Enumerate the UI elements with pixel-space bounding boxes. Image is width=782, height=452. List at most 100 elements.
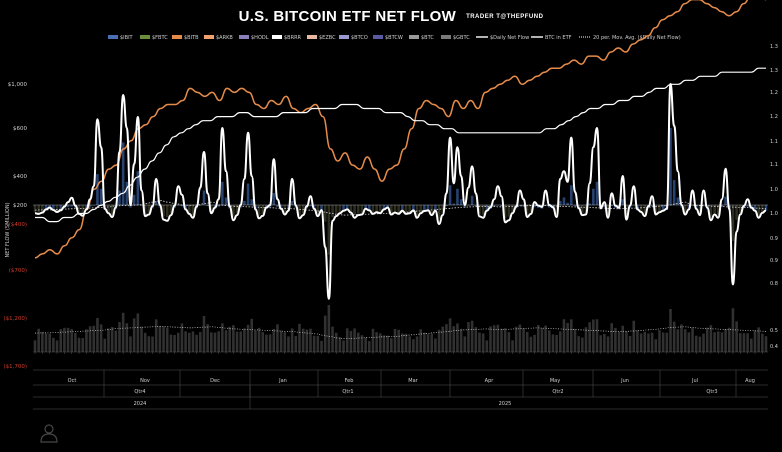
flow-bar <box>581 205 584 214</box>
volume-bar <box>683 329 687 352</box>
flow-bar <box>478 205 481 215</box>
flow-bar <box>143 205 147 215</box>
year-label: 2025 <box>499 401 512 407</box>
flow-bar <box>408 205 411 213</box>
right-tick-label: 1.2 <box>770 90 778 96</box>
legend-item: $BTC <box>409 35 434 41</box>
legend-item: $BTCO <box>339 35 368 41</box>
flow-bar <box>221 181 224 205</box>
volume-bar <box>143 332 147 352</box>
volume-bar <box>614 327 617 352</box>
flow-bar <box>206 205 209 207</box>
legend-swatch <box>441 35 451 39</box>
volume-bar <box>412 339 415 352</box>
volume-bar <box>52 337 55 352</box>
volume-bar <box>294 335 298 352</box>
legend-item: $IBIT <box>108 35 134 41</box>
flow-bar <box>683 205 687 214</box>
flow-bar <box>724 196 727 205</box>
legend-label: $BTC <box>421 35 434 41</box>
legend-label: $IBIT <box>120 35 134 41</box>
volume-bar <box>404 333 408 352</box>
volume-bar <box>254 330 257 352</box>
legend-item: $GBTC <box>441 35 470 41</box>
volume-bar <box>739 333 742 352</box>
chart-title-text: U.S. BITCOIN ETF NET FLOW <box>238 8 457 25</box>
volume-bar <box>397 329 400 352</box>
volume-bar <box>55 340 59 352</box>
volume-bar <box>742 333 746 352</box>
volume-bar <box>426 334 430 352</box>
volume-bar <box>702 333 705 352</box>
flow-bar <box>456 188 459 205</box>
quarter-label: Qtr3 <box>706 389 717 395</box>
flow-bar <box>364 205 367 210</box>
volume-bar <box>643 331 647 352</box>
volume-bar <box>246 324 250 352</box>
flow-bar <box>518 205 522 206</box>
volume-bar <box>272 328 276 352</box>
volume-bar <box>81 338 85 352</box>
volume-bar <box>345 328 349 352</box>
volume-bar <box>735 321 738 352</box>
volume-bar <box>547 330 551 352</box>
flow-bar <box>445 205 448 207</box>
flow-bars <box>33 128 768 255</box>
right-tick-label: 0.8 <box>770 281 778 287</box>
flow-bar <box>187 205 191 213</box>
flow-bar <box>191 205 195 216</box>
volume-bar <box>195 334 198 352</box>
volume-bar <box>441 326 445 352</box>
flow-bar <box>235 205 239 214</box>
volume-bar <box>606 336 610 352</box>
flow-bar <box>298 205 301 216</box>
flow-bar <box>713 205 716 214</box>
volume-bar <box>180 323 184 352</box>
volume-bar <box>298 323 301 352</box>
flow-bar <box>654 205 658 214</box>
flow-bar <box>500 205 503 207</box>
quarter-label: Qtr4 <box>134 389 145 395</box>
legend-swatch <box>239 35 249 39</box>
flow-bar <box>360 205 364 214</box>
volume-bar <box>511 340 514 352</box>
volume-bar <box>492 325 496 352</box>
volume-bar <box>232 325 235 352</box>
volume-bar <box>221 323 224 352</box>
flow-bar <box>140 205 143 206</box>
y-tick-label: $400 <box>13 174 27 180</box>
flow-bar <box>658 205 661 212</box>
flow-bar <box>184 205 187 211</box>
month-label: Aug <box>745 378 755 384</box>
volume-bar <box>353 328 356 352</box>
flow-bar <box>720 205 724 207</box>
right-tick-label: 0.4 <box>770 344 778 350</box>
volume-bar <box>533 334 536 352</box>
flow-bar <box>643 205 647 215</box>
volume-bar <box>320 340 323 352</box>
legend-label: $BITB <box>184 35 199 41</box>
volume-bar <box>496 324 500 352</box>
volume-bar <box>125 323 129 352</box>
flow-bar <box>316 205 320 215</box>
flow-bar <box>559 200 562 205</box>
month-label: Oct <box>68 378 77 384</box>
legend-item: $Daily Net Flow <box>476 35 529 41</box>
flow-bar <box>334 205 338 215</box>
volume-bar <box>592 319 595 352</box>
legend-item: $BITB <box>172 35 199 41</box>
legend-label: $FBTC <box>152 35 168 41</box>
volume-bar <box>430 333 434 352</box>
volume-bar <box>356 332 360 352</box>
flow-bar <box>672 180 676 205</box>
right-tick-label: 1.0 <box>770 211 778 217</box>
volume-bar <box>588 322 591 352</box>
volume-bar <box>514 326 518 352</box>
volume-bar <box>503 328 507 352</box>
month-label: Apr <box>485 378 495 384</box>
volume-bar <box>162 326 165 352</box>
month-label: May <box>550 378 560 384</box>
flow-bar <box>625 205 628 217</box>
volume-bar <box>96 317 99 352</box>
